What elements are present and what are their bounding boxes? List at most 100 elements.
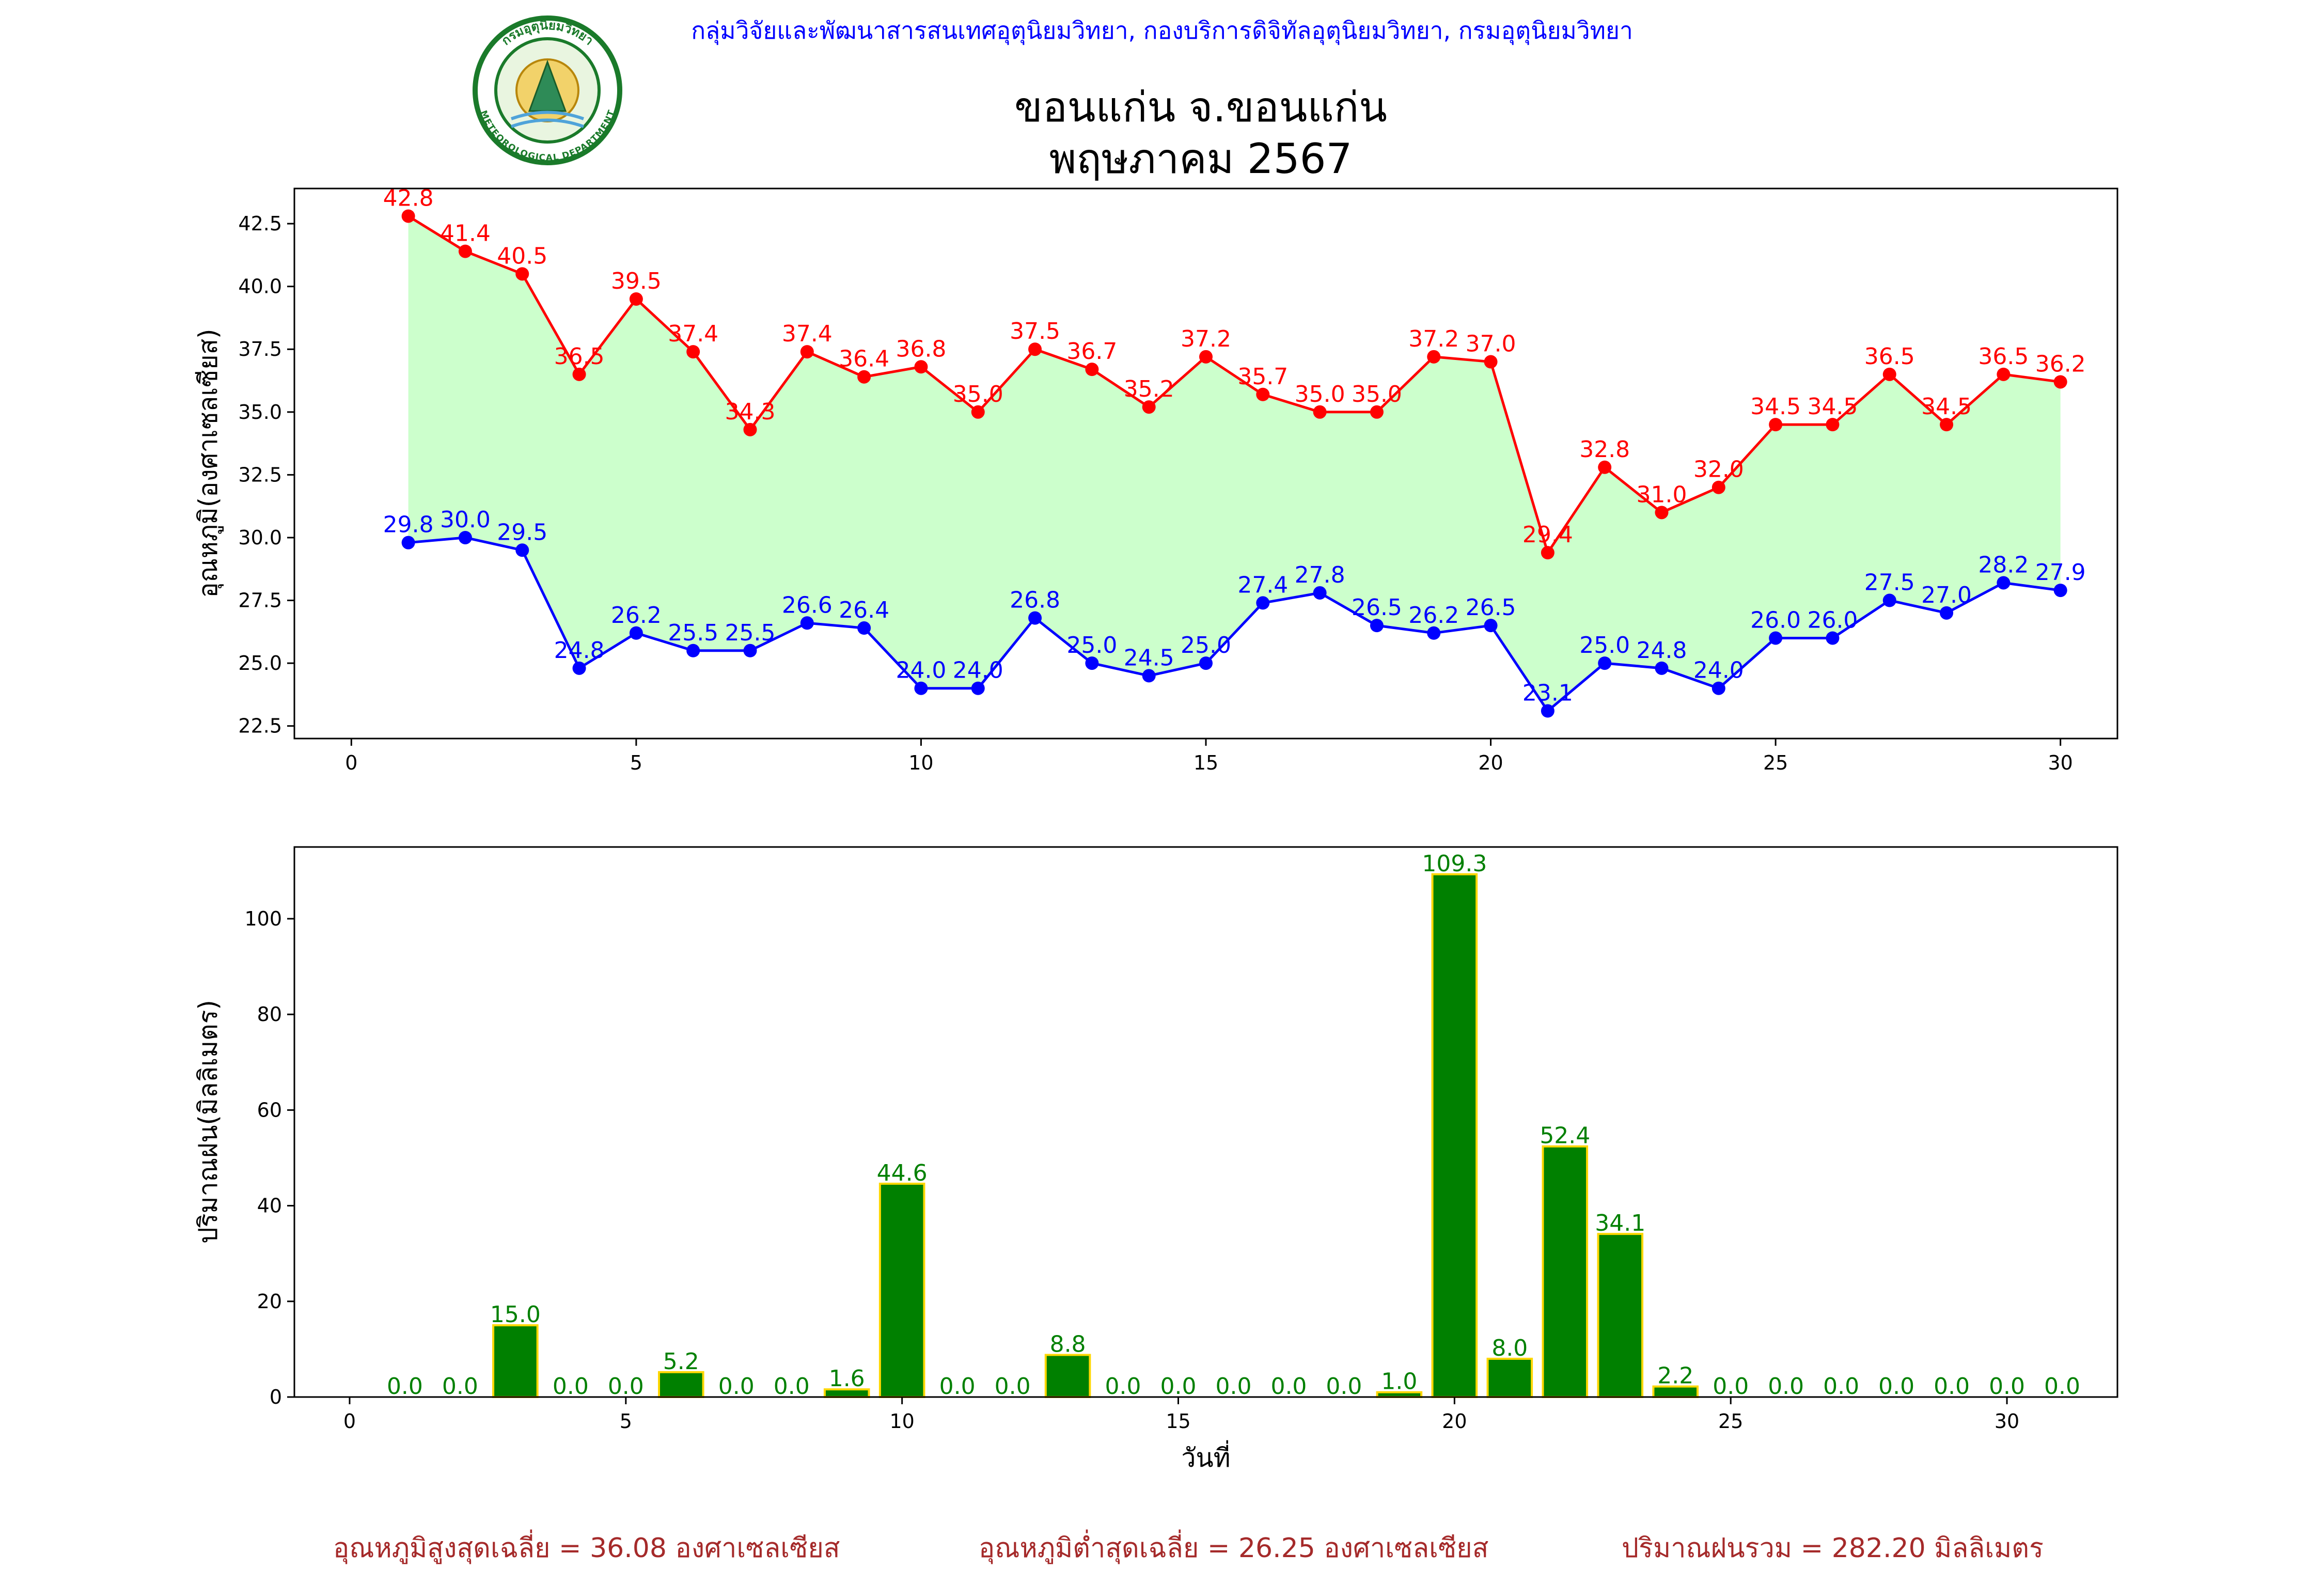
min-temperature-label: 26.5 bbox=[1352, 594, 1402, 621]
max-temperature-label: 37.5 bbox=[1010, 318, 1060, 344]
rainfall-value-label: 0.0 bbox=[2044, 1373, 2080, 1400]
max-temperature-label: 36.8 bbox=[896, 336, 946, 362]
min-temperature-label: 29.5 bbox=[497, 519, 547, 545]
rainfall-chart: 0.0 0.0 15.0 0.0 0.0 5.2 0.0 0.0 1.6 44.6 0.0 0.0 8.… bbox=[193, 846, 2118, 1473]
min-temperature-point bbox=[686, 644, 700, 657]
x-tick-label: 15 bbox=[1194, 751, 1218, 774]
max-temperature-point bbox=[1598, 460, 1612, 474]
max-temperature-point bbox=[800, 345, 814, 359]
min-temperature-label: 29.8 bbox=[383, 512, 434, 538]
min-temperature-label: 26.4 bbox=[839, 597, 889, 623]
temperature-lines bbox=[407, 215, 2061, 713]
max-temperature-point bbox=[401, 209, 415, 223]
max-temperature-point bbox=[1826, 418, 1840, 432]
rainfall-bar bbox=[1486, 1357, 1533, 1399]
agency-header: กลุ่มวิจัยและพัฒนาสารสนเทศอุตุนิยมวิทยา,… bbox=[691, 17, 1633, 45]
max-temperature-point bbox=[1711, 480, 1725, 494]
x-tick-label: 20 bbox=[1478, 751, 1503, 774]
min-temperature-point bbox=[1711, 681, 1725, 695]
x-tick-label: 10 bbox=[908, 751, 933, 774]
temperature-axes: 0 5 10 15 20 25 30 22.5 25.0 27.5 30.0 32.5 35.0 37.5… bbox=[238, 212, 2072, 774]
temperature-y-label: อุณหภูมิ(องศาเซลเซียส) bbox=[193, 328, 224, 598]
max-temperature-point bbox=[2053, 375, 2067, 389]
min-temperature-label: 25.0 bbox=[1066, 632, 1117, 658]
y-tick-label: 0 bbox=[270, 1386, 282, 1408]
rainfall-value-label: 109.3 bbox=[1422, 851, 1487, 877]
x-tick-label: 0 bbox=[345, 751, 357, 774]
max-temperature-label: 37.4 bbox=[782, 321, 833, 347]
rainfall-value-label: 34.1 bbox=[1595, 1210, 1645, 1236]
max-temperature-point bbox=[1256, 387, 1270, 401]
min-temperature-point bbox=[857, 621, 871, 635]
min-temperature-point bbox=[800, 616, 814, 630]
x-tick-label: 15 bbox=[1166, 1410, 1190, 1433]
rainfall-axes: 0 5 10 15 20 25 30 0 20 40 60 80 100 bbox=[244, 907, 2019, 1433]
min-temperature-point bbox=[1199, 656, 1213, 670]
rainfall-y-label: ปริมาณฝน(มิลลิเมตร) bbox=[193, 1000, 223, 1244]
max-temperature-label: 35.7 bbox=[1237, 364, 1288, 390]
rainfall-x-label: วันที่ bbox=[1181, 1440, 1230, 1473]
min-temperature-point bbox=[743, 644, 757, 657]
x-tick-label: 5 bbox=[620, 1410, 632, 1433]
rainfall-value-label: 0.0 bbox=[1768, 1373, 1804, 1400]
min-temperature-label: 27.0 bbox=[1921, 582, 1972, 608]
y-tick-label: 40.0 bbox=[238, 275, 282, 298]
rainfall-bar bbox=[1431, 873, 1478, 1399]
max-temperature-label: 35.2 bbox=[1124, 376, 1174, 402]
max-temperature-label: 42.8 bbox=[383, 185, 434, 211]
y-tick-label: 100 bbox=[244, 907, 282, 930]
rainfall-bar bbox=[492, 1324, 539, 1398]
x-tick-label: 25 bbox=[1718, 1410, 1743, 1433]
rainfall-value-label: 0.0 bbox=[1823, 1373, 1859, 1400]
temperature-chart: 42.841.440.536.539.537.434.337.436.4 36.8… bbox=[193, 185, 2118, 774]
min-temperature-point bbox=[1940, 606, 1954, 620]
rainfall-value-label: 0.0 bbox=[1160, 1373, 1197, 1400]
rainfall-value-label: 5.2 bbox=[663, 1348, 699, 1375]
min-temperature-line bbox=[408, 536, 2061, 713]
max-temperature-label: 37.4 bbox=[668, 321, 718, 347]
max-temperature-point bbox=[1940, 418, 1954, 432]
total-rainfall: ปริมาณฝนรวม = 282.20 มิลลิเมตร bbox=[1622, 1533, 2044, 1564]
rainfall-value-label: 0.0 bbox=[1326, 1373, 1362, 1400]
rainfall-bar bbox=[878, 1182, 925, 1399]
y-tick-label: 30.0 bbox=[238, 526, 282, 549]
min-temperature-label: 27.4 bbox=[1237, 572, 1288, 598]
min-temperature-point bbox=[1997, 576, 2011, 590]
rainfall-value-label: 2.2 bbox=[1657, 1363, 1693, 1389]
max-temperature-point bbox=[458, 244, 472, 258]
x-tick-label: 5 bbox=[630, 751, 642, 774]
rainfall-value-label: 8.0 bbox=[1491, 1335, 1528, 1361]
max-temperature-line bbox=[407, 215, 2061, 556]
y-tick-label: 37.5 bbox=[238, 338, 282, 360]
max-temperature-label: 32.0 bbox=[1693, 457, 1744, 483]
max-temperature-point bbox=[572, 367, 586, 381]
min-temperature-point bbox=[515, 543, 529, 557]
rainfall-value-labels: 0.0 0.0 15.0 0.0 0.0 5.2 0.0 0.0 1.6 44.6 0.0 0.0 8.… bbox=[387, 851, 2080, 1400]
min-temperature-label: 24.8 bbox=[1637, 637, 1687, 664]
min-temperature-point bbox=[1142, 669, 1156, 683]
x-tick-label: 30 bbox=[2048, 751, 2073, 774]
rainfall-value-label: 0.0 bbox=[553, 1373, 589, 1400]
max-temperature-point bbox=[1997, 367, 2011, 381]
min-temperature-label: 25.0 bbox=[1579, 632, 1630, 658]
min-temperature-label: 26.8 bbox=[1010, 587, 1060, 614]
max-temperature-label: 31.0 bbox=[1637, 481, 1687, 508]
max-temperature-point bbox=[515, 267, 529, 281]
min-temperature-point bbox=[401, 536, 415, 550]
min-temperature-label: 27.9 bbox=[2035, 559, 2086, 586]
rainfall-value-label: 0.0 bbox=[995, 1373, 1031, 1400]
min-temperature-point bbox=[914, 681, 928, 695]
rainfall-value-label: 15.0 bbox=[490, 1301, 541, 1328]
min-temperature-point bbox=[629, 626, 643, 640]
rainfall-bar bbox=[1597, 1233, 1644, 1398]
min-temperature-point bbox=[572, 661, 586, 675]
rainfall-value-label: 0.0 bbox=[718, 1373, 755, 1400]
x-tick-label: 10 bbox=[889, 1410, 914, 1433]
chart-title-period: พฤษภาคม 2567 bbox=[1049, 135, 1353, 183]
max-temperature-point bbox=[1541, 546, 1554, 560]
y-tick-label: 80 bbox=[257, 1003, 282, 1026]
max-temperature-label: 34.3 bbox=[725, 399, 776, 425]
max-temperature-label: 36.5 bbox=[1978, 343, 2029, 370]
rainfall-bar bbox=[658, 1371, 704, 1399]
rainfall-value-label: 0.0 bbox=[442, 1373, 478, 1400]
